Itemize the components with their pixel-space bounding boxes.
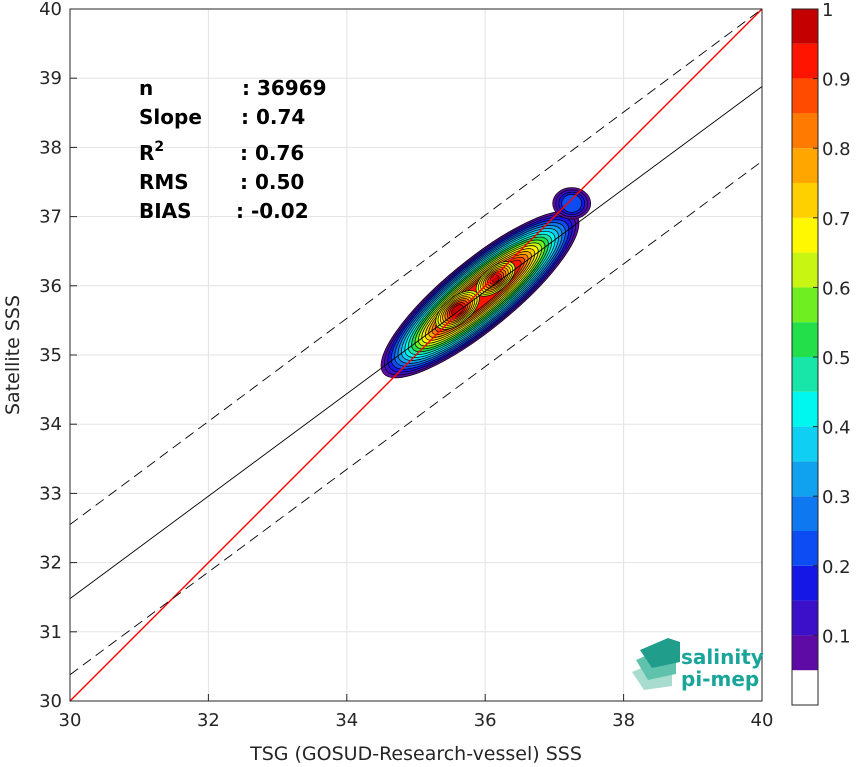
colorbar-segment — [792, 635, 818, 671]
colorbar-segment — [792, 426, 818, 462]
y-tick-label: 36 — [39, 276, 62, 297]
stat-label: n — [139, 76, 153, 100]
colorbar-segment — [792, 9, 818, 44]
colorbar-segment — [792, 600, 818, 636]
grid — [69, 8, 763, 702]
salinity-pi-mep-logo: salinity pi-mep — [632, 638, 764, 691]
y-tick-label: 40 — [39, 0, 62, 20]
stat-label: BIAS — [139, 199, 192, 223]
stat-label: Slope — [139, 105, 202, 129]
one-to-one-line — [69, 8, 763, 702]
stat-value: : 0.50 — [240, 170, 304, 194]
stat-label: R2 — [139, 139, 164, 165]
stat-value: : 0.74 — [241, 105, 305, 129]
y-tick-label: 38 — [39, 137, 62, 158]
density-band-secondary — [561, 194, 583, 213]
colorbar-segment — [792, 565, 818, 601]
colorbar-tick-label: 0.2 — [822, 557, 851, 578]
colorbar-segment — [792, 78, 818, 114]
colorbar-segment — [792, 461, 818, 497]
reference-lines — [69, 8, 763, 702]
y-tick-label: 39 — [39, 68, 62, 89]
y-axis-ticks: 30 31 32 33 34 35 36 37 38 39 40 — [39, 0, 77, 712]
colorbar-segment — [792, 113, 818, 149]
colorbar-tick-label: 0.6 — [822, 278, 851, 299]
colorbar-segment — [792, 287, 818, 323]
colorbar-segment — [792, 531, 818, 566]
y-tick-label: 32 — [39, 553, 62, 574]
stat-value: : 0.76 — [240, 141, 304, 165]
logo-line2: pi-mep — [681, 667, 759, 691]
x-tick-label: 38 — [612, 710, 635, 731]
colorbar-tick-label: 0.8 — [822, 139, 851, 160]
x-axis-ticks: 30 32 34 36 38 40 — [59, 694, 774, 731]
x-tick-label: 40 — [751, 710, 774, 731]
colorbar-ticks: 0.1 0.2 0.3 0.4 0.5 0.6 0.7 0.8 0.9 1 — [813, 0, 851, 647]
statistics-box: n : 36969 Slope : 0.74 R2 : 0.76 RMS : 0.50 BIAS… — [139, 76, 327, 223]
x-axis-label: TSG (GOSUD-Research-vessel) SSS — [249, 743, 582, 765]
density-contours — [380, 187, 592, 379]
colorbar-segment — [792, 183, 818, 218]
x-tick-label: 30 — [59, 710, 82, 731]
colorbar-tick-label: 0.9 — [822, 70, 851, 91]
colorbar-segment — [792, 496, 818, 531]
x-tick-label: 32 — [197, 710, 220, 731]
colorbar-segment — [792, 322, 818, 357]
stat-label: RMS — [139, 170, 189, 194]
stat-value: : 36969 — [242, 76, 327, 100]
colorbar-tick-label: 0.4 — [822, 418, 851, 439]
y-tick-label: 33 — [39, 483, 62, 504]
colorbar-segment — [792, 43, 818, 79]
regression-line — [69, 86, 763, 599]
colorbar-segment — [792, 148, 818, 183]
stat-value: : -0.02 — [236, 199, 309, 223]
colorbar — [791, 8, 819, 706]
colorbar-segment — [792, 670, 818, 705]
colorbar-segment — [792, 357, 818, 392]
x-tick-label: 36 — [474, 710, 497, 731]
colorbar-tick-label: 0.7 — [822, 209, 851, 230]
colorbar-tick-label: 1 — [822, 0, 833, 21]
colorbar-segment — [792, 252, 818, 288]
colorbar-segment — [792, 217, 818, 253]
colorbar-tick-label: 0.3 — [822, 487, 851, 508]
logo-waves-icon — [632, 638, 680, 690]
y-tick-label: 34 — [39, 414, 62, 435]
y-tick-label: 37 — [39, 207, 62, 228]
colorbar-tick-label: 0.5 — [822, 348, 851, 369]
y-axis-label: Satellite SSS — [2, 295, 24, 415]
logo-line1: salinity — [681, 645, 764, 669]
y-tick-label: 35 — [39, 345, 62, 366]
y-tick-label: 31 — [39, 622, 62, 643]
colorbar-tick-label: 0.1 — [822, 626, 851, 647]
colorbar-segment — [792, 391, 818, 427]
density-band-peak — [451, 304, 464, 316]
x-tick-label: 34 — [335, 710, 358, 731]
y-tick-label: 30 — [39, 691, 62, 712]
